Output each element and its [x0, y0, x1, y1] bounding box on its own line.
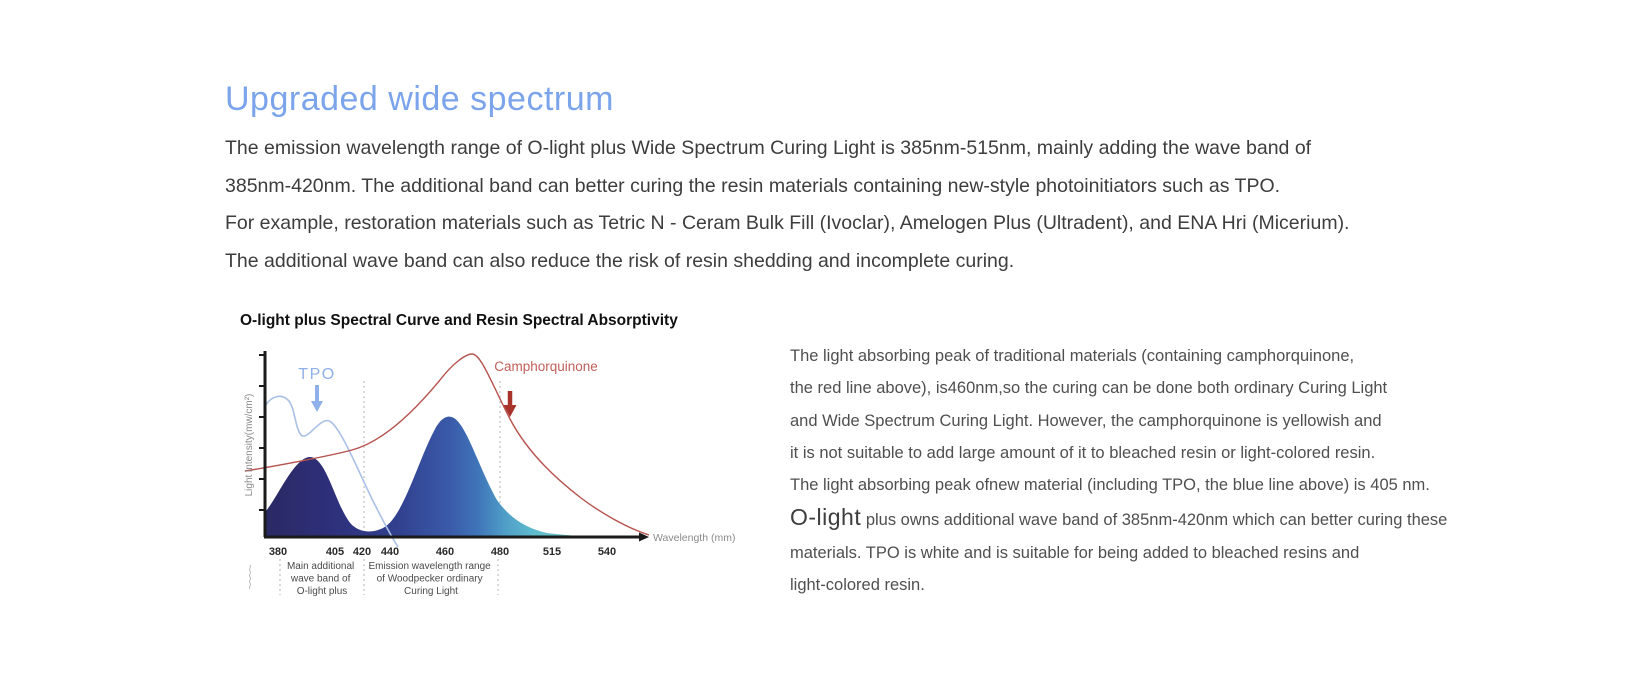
page-title: Upgraded wide spectrum — [225, 80, 614, 118]
tpo-arrow-head — [311, 401, 323, 412]
explanation-line: light-colored resin. — [790, 576, 925, 595]
x-axis-arrowhead — [639, 532, 649, 542]
camphorquinone-arrow-head — [503, 405, 517, 417]
chart-title: O-light plus Spectral Curve and Resin Sp… — [240, 312, 678, 329]
camphorquinone-callout: Camphorquinone — [494, 359, 598, 417]
x-tick-540: 540 — [598, 546, 616, 558]
x-tick-labels: 380 405 420 440 460 480 515 540 — [269, 546, 616, 558]
emission-spectrum-area — [265, 416, 619, 537]
band-annotations: Main additional wave band of O-light plu… — [287, 561, 493, 597]
explanation-line: The light absorbing peak ofnew material … — [790, 476, 1430, 495]
band2-annotation: Emission wavelength range of Woodpecker … — [368, 561, 493, 597]
explanation-line: materials. TPO is white and is suitable … — [790, 543, 1360, 562]
tpo-callout: TPO — [298, 366, 335, 412]
explanation-line: it is not suitable to add large amount o… — [790, 443, 1376, 462]
explanation-line: and Wide Spectrum Curing Light. However,… — [790, 411, 1382, 430]
tpo-absorption-curve — [264, 395, 399, 548]
x-tick-480: 480 — [491, 546, 509, 558]
x-tick-420: 420 — [353, 546, 371, 558]
x-tick-460: 460 — [436, 546, 454, 558]
intro-line: The emission wavelength range of O-light… — [225, 137, 1312, 159]
x-tick-515: 515 — [543, 546, 561, 558]
dotted-guide-lines — [363, 381, 501, 536]
explanation-paragraph: The light absorbing peak of traditional … — [790, 340, 1490, 601]
explanation-line: the red line above), is460nm,so the curi… — [790, 379, 1388, 398]
annotation-separators — [279, 559, 499, 595]
x-tick-405: 405 — [326, 546, 344, 558]
intro-line: 385nm-420nm. The additional band can bet… — [225, 174, 1281, 197]
y-axis-ticks — [259, 354, 265, 511]
x-axis-label: Wavelength (mm) — [653, 532, 735, 544]
intro-line: The additional wave band can also reduce… — [225, 249, 1015, 272]
explanation-brand-line: O-light plus owns additional wave band o… — [790, 501, 1490, 536]
explanation-line: The light absorbing peak of traditional … — [790, 347, 1355, 365]
x-tick-440: 440 — [381, 546, 399, 558]
y-axis-label: Light intensity(mw/cm²) — [244, 394, 255, 497]
camphorquinone-label: Camphorquinone — [494, 359, 598, 374]
x-tick-380: 380 — [269, 546, 287, 558]
intro-paragraph: The emission wavelength range of O-light… — [225, 130, 1425, 280]
tpo-label: TPO — [298, 366, 335, 383]
camphorquinone-absorption-curve — [244, 353, 650, 536]
spectral-chart: Light intensity(mw/cm²) Wavelength (mm) … — [244, 351, 735, 597]
band1-annotation: Main additional wave band of O-light plu… — [287, 561, 357, 597]
brand-line-rest: plus owns additional wave band of 385nm-… — [861, 511, 1448, 530]
axes — [259, 351, 640, 539]
brand-name: O-light — [790, 504, 862, 531]
intro-line: For example, restoration materials such … — [225, 212, 1350, 234]
tiny-axis-artifact — [248, 564, 252, 590]
